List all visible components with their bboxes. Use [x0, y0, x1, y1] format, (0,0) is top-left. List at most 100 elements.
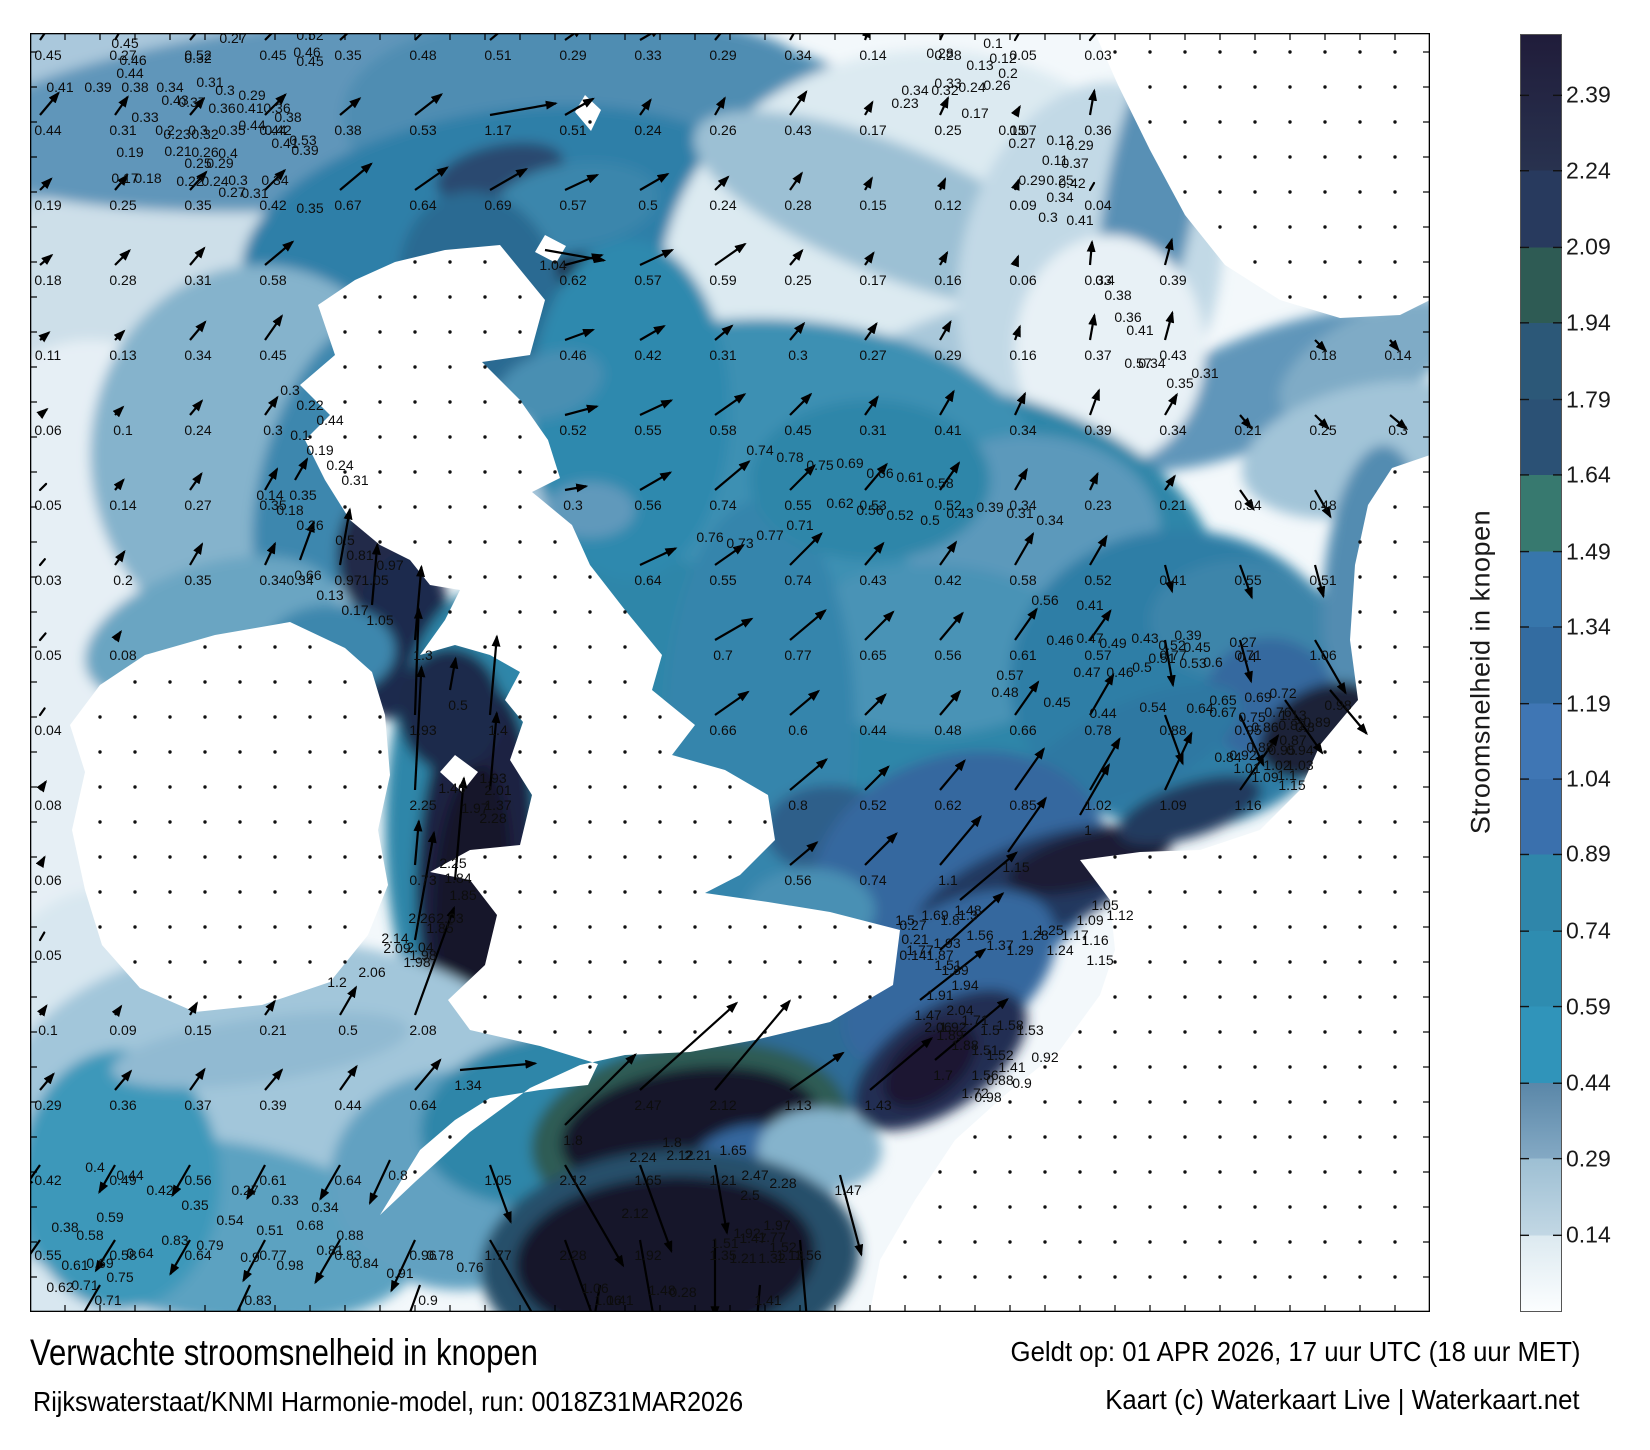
svg-text:0.54: 0.54 [1139, 699, 1166, 715]
svg-text:1.02: 1.02 [1263, 757, 1290, 773]
svg-text:0.39: 0.39 [259, 1097, 286, 1113]
svg-text:0.44: 0.44 [34, 122, 61, 138]
svg-text:0.71: 0.71 [1234, 647, 1261, 663]
valid-time-label: Geldt op: 01 APR 2026, 17 uur UTC (18 uu… [1010, 1336, 1580, 1367]
svg-text:0.56: 0.56 [784, 872, 811, 888]
svg-text:0.42: 0.42 [1058, 175, 1085, 191]
svg-text:0.24: 0.24 [326, 457, 353, 473]
svg-text:1.92: 1.92 [939, 1019, 966, 1035]
colorbar-axis-label: Stroomsnelheid in knopen [1465, 509, 1496, 835]
svg-text:1.32: 1.32 [758, 1250, 785, 1266]
svg-text:0.34: 0.34 [184, 347, 211, 363]
svg-text:0.82: 0.82 [1278, 717, 1305, 733]
svg-text:1.47: 1.47 [914, 1007, 941, 1023]
svg-text:0.35: 0.35 [218, 122, 245, 138]
land-orkney [535, 235, 566, 263]
svg-text:2.09: 2.09 [383, 940, 410, 956]
svg-text:0.07: 0.07 [1009, 122, 1036, 138]
svg-text:0.44: 0.44 [334, 1097, 361, 1113]
svg-text:1.69: 1.69 [921, 907, 948, 923]
svg-text:1.72: 1.72 [961, 1085, 988, 1101]
svg-text:1.35: 1.35 [709, 1247, 736, 1263]
land-norway [1095, 33, 1430, 318]
svg-text:0.69: 0.69 [484, 197, 511, 213]
svg-text:0.72: 0.72 [1269, 685, 1296, 701]
svg-text:0.88: 0.88 [1246, 739, 1273, 755]
svg-text:1.51: 1.51 [971, 1042, 998, 1058]
svg-text:0.27: 0.27 [231, 1182, 258, 1198]
svg-text:0.71: 0.71 [786, 517, 813, 533]
colorbar-tick-label: 0.29 [1566, 1145, 1611, 1172]
svg-text:0.28: 0.28 [784, 197, 811, 213]
svg-text:1.84: 1.84 [444, 870, 471, 886]
svg-text:1.56: 1.56 [971, 1067, 998, 1083]
svg-text:0.21: 0.21 [164, 143, 191, 159]
svg-text:0.64: 0.64 [1186, 700, 1213, 716]
svg-text:0.24: 0.24 [634, 122, 661, 138]
svg-text:1.17: 1.17 [1061, 927, 1088, 943]
svg-text:0.23: 0.23 [1084, 497, 1111, 513]
svg-text:1.06: 1.06 [594, 1292, 621, 1308]
svg-text:0.21: 0.21 [1234, 422, 1261, 438]
svg-text:0.61: 0.61 [61, 1257, 88, 1273]
svg-text:0.92: 0.92 [1031, 1049, 1058, 1065]
svg-text:0.29: 0.29 [238, 87, 265, 103]
svg-text:0.2: 0.2 [113, 572, 133, 588]
svg-text:0.55: 0.55 [784, 497, 811, 513]
svg-text:0.29: 0.29 [1018, 172, 1045, 188]
svg-text:0.44: 0.44 [238, 117, 265, 133]
svg-text:0.58: 0.58 [1009, 572, 1036, 588]
svg-text:0.46: 0.46 [1046, 632, 1073, 648]
svg-text:0.41: 0.41 [1126, 322, 1153, 338]
svg-text:0.9: 0.9 [240, 1249, 260, 1265]
svg-text:0.27: 0.27 [219, 33, 246, 46]
svg-text:0.21: 0.21 [1159, 497, 1186, 513]
svg-text:1.94: 1.94 [951, 977, 978, 993]
land-ireland [70, 622, 390, 1012]
svg-text:0.64: 0.64 [126, 1245, 153, 1261]
svg-text:0.53: 0.53 [1179, 655, 1206, 671]
svg-text:1.15: 1.15 [1086, 952, 1113, 968]
svg-text:0.8: 0.8 [388, 1167, 408, 1183]
svg-text:0.58: 0.58 [76, 1227, 103, 1243]
svg-text:1.15: 1.15 [1278, 777, 1305, 793]
svg-text:0.67: 0.67 [1209, 704, 1236, 720]
svg-text:1.65: 1.65 [634, 1172, 661, 1188]
svg-text:0.43: 0.43 [1159, 347, 1186, 363]
colorbar-tick-label: 0.44 [1566, 1069, 1611, 1096]
svg-text:0.62: 0.62 [559, 272, 586, 288]
svg-text:0.46: 0.46 [293, 44, 320, 60]
svg-text:1.06: 1.06 [1309, 647, 1336, 663]
svg-text:1.13: 1.13 [784, 1097, 811, 1113]
svg-text:1.5: 1.5 [895, 912, 915, 928]
svg-text:1.5: 1.5 [980, 1022, 1000, 1038]
svg-text:1.17: 1.17 [484, 122, 511, 138]
svg-text:0.52: 0.52 [1158, 637, 1185, 653]
svg-text:1.8: 1.8 [563, 1132, 583, 1148]
svg-text:0.83: 0.83 [161, 1232, 188, 1248]
svg-text:0.25: 0.25 [934, 122, 961, 138]
svg-text:0.18: 0.18 [276, 502, 303, 518]
svg-text:0.3: 0.3 [263, 422, 283, 438]
svg-text:0.46: 0.46 [1106, 664, 1133, 680]
model-run-label: Rijkswaterstaat/KNMI Harmonie-model, run… [33, 1386, 744, 1417]
svg-text:0.34: 0.34 [1138, 355, 1165, 371]
svg-text:0.15: 0.15 [998, 122, 1025, 138]
svg-text:0.38: 0.38 [121, 79, 148, 95]
svg-text:0.39: 0.39 [1084, 422, 1111, 438]
svg-text:1.2: 1.2 [327, 974, 347, 990]
svg-text:1.16: 1.16 [1081, 932, 1108, 948]
svg-text:0.45: 0.45 [111, 35, 138, 51]
svg-text:0.3: 0.3 [788, 347, 808, 363]
svg-text:0.44: 0.44 [316, 412, 343, 428]
svg-text:1.97: 1.97 [763, 1217, 790, 1233]
svg-text:0.8: 0.8 [1295, 719, 1315, 735]
svg-text:0.4: 0.4 [85, 1159, 105, 1175]
svg-text:0.78: 0.78 [426, 1247, 453, 1263]
svg-text:0.08: 0.08 [109, 647, 136, 663]
svg-text:0.4: 0.4 [1095, 272, 1115, 288]
svg-text:0.27: 0.27 [109, 47, 136, 63]
svg-text:2.28: 2.28 [479, 810, 506, 826]
svg-text:0.52: 0.52 [559, 422, 586, 438]
